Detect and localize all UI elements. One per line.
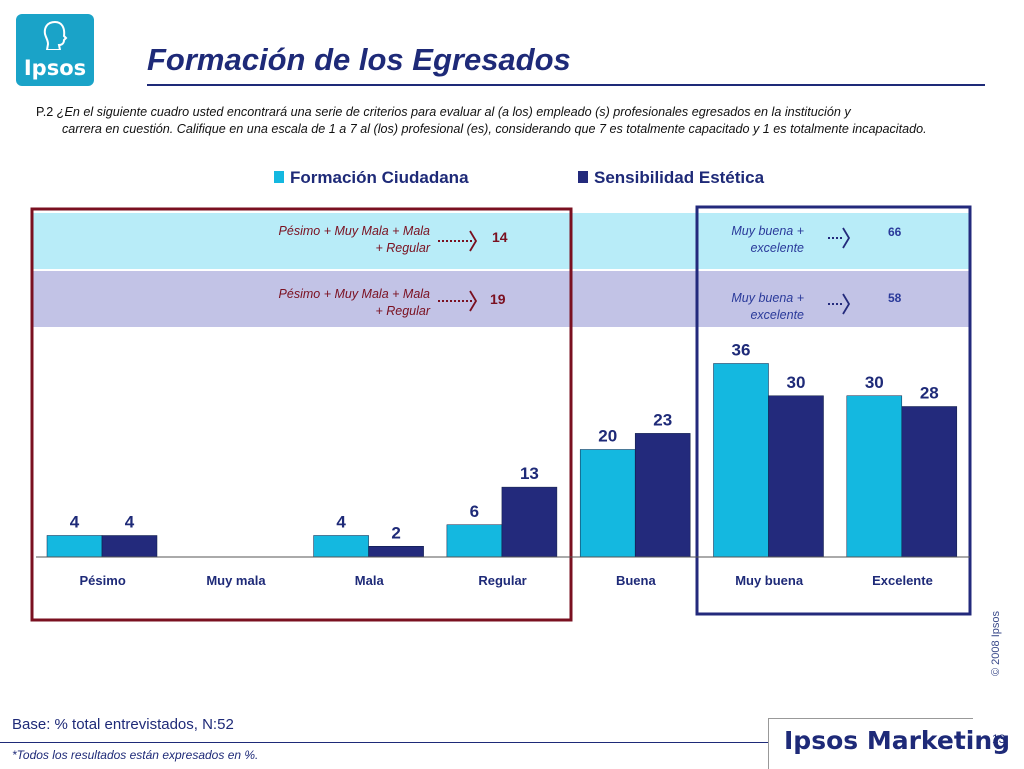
positive-value-series-2: 58 [888,291,902,305]
negative-value-series-2: 19 [490,291,506,307]
data-label-series-1: 4 [336,513,346,532]
data-label-series-2: 4 [125,513,135,532]
bar-series-1 [579,449,636,558]
data-label-series-1: 30 [865,373,884,392]
x-tick-label: Excelente [872,573,933,588]
legend-item-series-2: Sensibilidad Estética [578,168,764,188]
bar-series-1 [713,363,769,558]
data-label-series-2: 23 [653,410,672,429]
negative-group-box [30,207,573,622]
page-number: 13 [992,732,1006,746]
head-silhouette-icon [43,20,68,50]
positive-label-line-2-series-1: excelente [750,241,804,255]
positive-label-line-1-series-2: Muy buena + [731,291,804,305]
footer-divider [0,742,768,743]
data-label-series-1: 4 [70,513,80,532]
bar-series-1 [446,524,503,558]
legend-swatch-series-2 [578,171,588,183]
positive-group-box [695,205,972,616]
ipsos-logo: Ipsos [16,14,94,86]
positive-label-line-1-series-1: Muy buena + [731,224,804,238]
data-label-series-1: 6 [470,502,479,521]
chevron-right-icon [842,293,851,315]
positive-value-series-1: 66 [888,225,902,239]
data-label-series-1: 36 [732,341,751,360]
x-tick-label: Mala [355,573,385,588]
data-label-series-2: 30 [787,373,806,392]
base-note: Base: % total entrevistados, N:52 [12,716,234,733]
footer-brand-frame [768,718,973,769]
question-text: P.2 ¿En el siguiente cuadro usted encont… [36,104,982,138]
x-tick-label: Muy mala [206,573,266,588]
bar-series-2 [501,486,558,558]
data-label-series-2: 28 [920,384,939,403]
copyright: © 2008 Ipsos [990,611,1002,676]
bar-marks: 4 4 4 2 6 13 20 23 36 30 30 28 [46,341,958,558]
negative-label-line-2-series-1: + Regular [375,241,430,255]
question-line-1: ¿En el siguiente cuadro usted encontrará… [53,105,851,119]
data-label-series-2: 13 [520,464,539,483]
legend-item-series-1: Formación Ciudadana [274,168,469,188]
negative-label-line-2-series-2: + Regular [375,304,430,318]
data-label-series-2: 2 [391,523,400,542]
title-divider [147,84,985,86]
x-tick-label: Buena [616,573,657,588]
bar-series-1 [46,535,103,558]
chevron-right-icon [842,227,851,249]
x-tick-labels: Pésimo Muy mala Mala Regular Buena Muy buena E… [80,573,933,588]
data-label-series-1: 20 [598,427,617,446]
bar-series-2 [768,395,824,558]
legend-swatch-series-1 [274,171,284,183]
legend-label-series-2: Sensibilidad Estética [594,168,765,187]
legend-label-series-1: Formación Ciudadana [290,168,469,187]
negative-label-line-1-series-2: Pésimo + Muy Mala + Mala [279,287,430,301]
question-number: P.2 [36,105,54,119]
chevron-right-icon [469,230,478,252]
bar-series-2 [368,546,424,558]
negative-label-line-1-series-1: Pésimo + Muy Mala + Mala [279,224,430,238]
bar-series-1 [313,535,369,558]
x-tick-label: Regular [478,573,526,588]
summary-band-series-1 [32,213,970,269]
negative-value-series-1: 14 [492,229,508,245]
x-tick-label: Pésimo [80,573,126,588]
x-tick-label: Muy buena [735,573,804,588]
bar-series-2 [101,535,158,558]
chevron-right-icon [469,290,478,312]
summary-band-series-2 [32,271,970,327]
bar-series-2 [634,433,691,558]
footer-brand: Ipsos Marketing [784,726,1011,755]
bar-series-1 [846,395,903,558]
question-line-2: carrera en cuestión. Califique en una es… [62,122,927,136]
bar-series-2 [901,406,958,558]
logo-text: Ipsos [23,56,87,80]
positive-label-line-2-series-2: excelente [750,308,804,322]
footnote: *Todos los resultados están expresados e… [12,748,259,762]
page-title: Formación de los Egresados [147,42,571,77]
